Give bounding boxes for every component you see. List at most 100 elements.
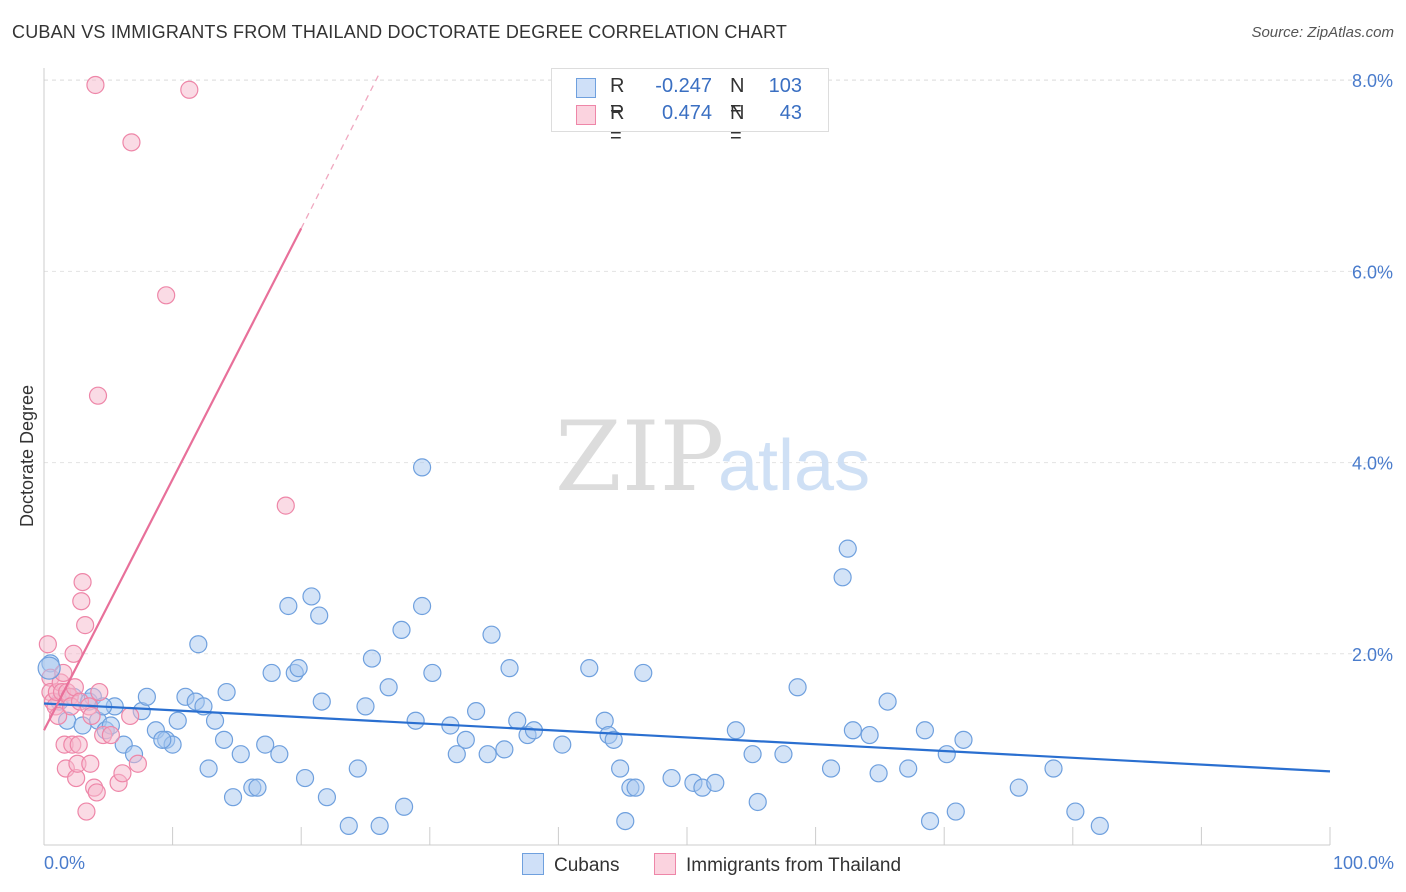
- point-cubans: [616, 811, 635, 831]
- watermark-zip: ZIP: [555, 401, 724, 513]
- points-layer: [37, 75, 1109, 835]
- point-cubans: [289, 659, 308, 678]
- legend-label-thailand: Immigrants from Thailand: [686, 855, 902, 876]
- point-cubans: [312, 692, 331, 711]
- point-cubans: [394, 797, 414, 816]
- point-cubans: [348, 759, 367, 778]
- point-thailand: [157, 286, 176, 305]
- point-cubans: [412, 458, 432, 477]
- point-thailand: [86, 75, 105, 95]
- point-cubans: [302, 587, 321, 606]
- legend-r-label: R =: [610, 102, 625, 147]
- legend-label-cubans: Cubans: [554, 855, 620, 876]
- point-cubans: [878, 692, 897, 711]
- y-axis-label: Doctorate Degree: [17, 385, 37, 527]
- point-cubans: [189, 635, 208, 654]
- y-tick-labels: 2.0% 4.0% 6.0% 8.0%: [1352, 71, 1393, 665]
- point-cubans: [500, 659, 519, 678]
- point-cubans: [743, 745, 762, 764]
- point-cubans: [821, 759, 841, 778]
- point-cubans: [843, 721, 862, 740]
- point-cubans: [869, 764, 888, 783]
- legend-r-value: -0.247: [655, 75, 712, 97]
- point-cubans: [205, 711, 225, 730]
- point-cubans: [466, 702, 486, 721]
- legend-n-value: 43: [779, 102, 802, 124]
- point-cubans: [199, 759, 218, 778]
- point-thailand: [87, 783, 106, 802]
- point-cubans: [137, 687, 156, 706]
- point-thailand: [38, 635, 57, 654]
- point-cubans: [153, 730, 172, 749]
- legend-swatch-thailand: [576, 105, 596, 125]
- legend-n-label: N =: [730, 102, 745, 147]
- legend-item-thailand[interactable]: Immigrants from Thailand: [654, 853, 901, 877]
- point-cubans: [774, 745, 793, 764]
- legend-swatch-thailand: [654, 853, 676, 875]
- point-cubans: [423, 663, 442, 683]
- point-cubans: [456, 730, 475, 749]
- y-tick-label: 8.0%: [1352, 71, 1393, 91]
- trend-lines: [43, 75, 1331, 773]
- point-thailand: [101, 725, 120, 745]
- point-thailand: [113, 764, 132, 783]
- legend-r-label: R =: [610, 75, 625, 120]
- y-tick-label: 4.0%: [1352, 454, 1393, 474]
- point-thailand: [122, 133, 141, 152]
- point-cubans: [954, 730, 973, 749]
- point-thailand: [128, 754, 147, 773]
- series-thailand: [38, 75, 295, 821]
- point-cubans: [508, 711, 527, 730]
- point-cubans: [1066, 802, 1085, 821]
- point-cubans: [214, 730, 234, 749]
- point-cubans: [634, 663, 653, 683]
- point-cubans: [248, 778, 267, 797]
- trend-line-cubans: [43, 702, 1331, 773]
- point-cubans: [838, 539, 857, 558]
- point-thailand: [82, 706, 101, 726]
- point-cubans: [495, 740, 514, 759]
- series-cubans: [41, 458, 1109, 835]
- point-thailand: [72, 592, 91, 611]
- point-cubans: [553, 735, 572, 754]
- legend-item-cubans[interactable]: Cubans: [522, 853, 620, 877]
- point-thailand: [73, 572, 92, 592]
- source-label: Source: ZipAtlas.com: [1251, 24, 1394, 41]
- point-cubans: [370, 816, 389, 835]
- point-cubans: [217, 682, 236, 702]
- point-cubans: [662, 768, 681, 788]
- point-cubans: [356, 697, 375, 716]
- point-cubans: [406, 711, 425, 730]
- point-thailand: [77, 802, 96, 821]
- point-cubans: [482, 625, 501, 644]
- point-thailand: [76, 616, 95, 635]
- trend-line-thailand-extension: [300, 75, 379, 229]
- point-cubans: [317, 788, 337, 807]
- legend-swatch-cubans: [522, 853, 544, 875]
- point-cubans: [295, 768, 315, 788]
- grid: [44, 79, 1392, 655]
- point-cubans: [310, 606, 329, 625]
- axes: [43, 68, 1331, 846]
- point-thailand: [121, 706, 140, 726]
- point-thailand: [88, 386, 108, 405]
- watermark-atlas: atlas: [718, 426, 870, 506]
- point-cubans: [611, 759, 630, 778]
- point-thailand: [180, 80, 199, 99]
- point-cubans: [262, 663, 281, 683]
- trend-line-thailand: [43, 227, 303, 731]
- point-cubans: [937, 745, 956, 764]
- point-cubans: [447, 745, 466, 764]
- point-cubans: [580, 659, 599, 678]
- point-cubans: [379, 678, 398, 697]
- point-cubans: [270, 745, 289, 764]
- point-cubans: [604, 730, 623, 749]
- y-tick-label: 2.0%: [1352, 645, 1393, 665]
- point-cubans: [946, 802, 965, 821]
- point-cubans: [920, 811, 940, 831]
- y-tick-label: 6.0%: [1352, 262, 1393, 282]
- point-cubans: [392, 620, 411, 640]
- point-cubans: [915, 721, 935, 740]
- point-thailand: [276, 496, 295, 515]
